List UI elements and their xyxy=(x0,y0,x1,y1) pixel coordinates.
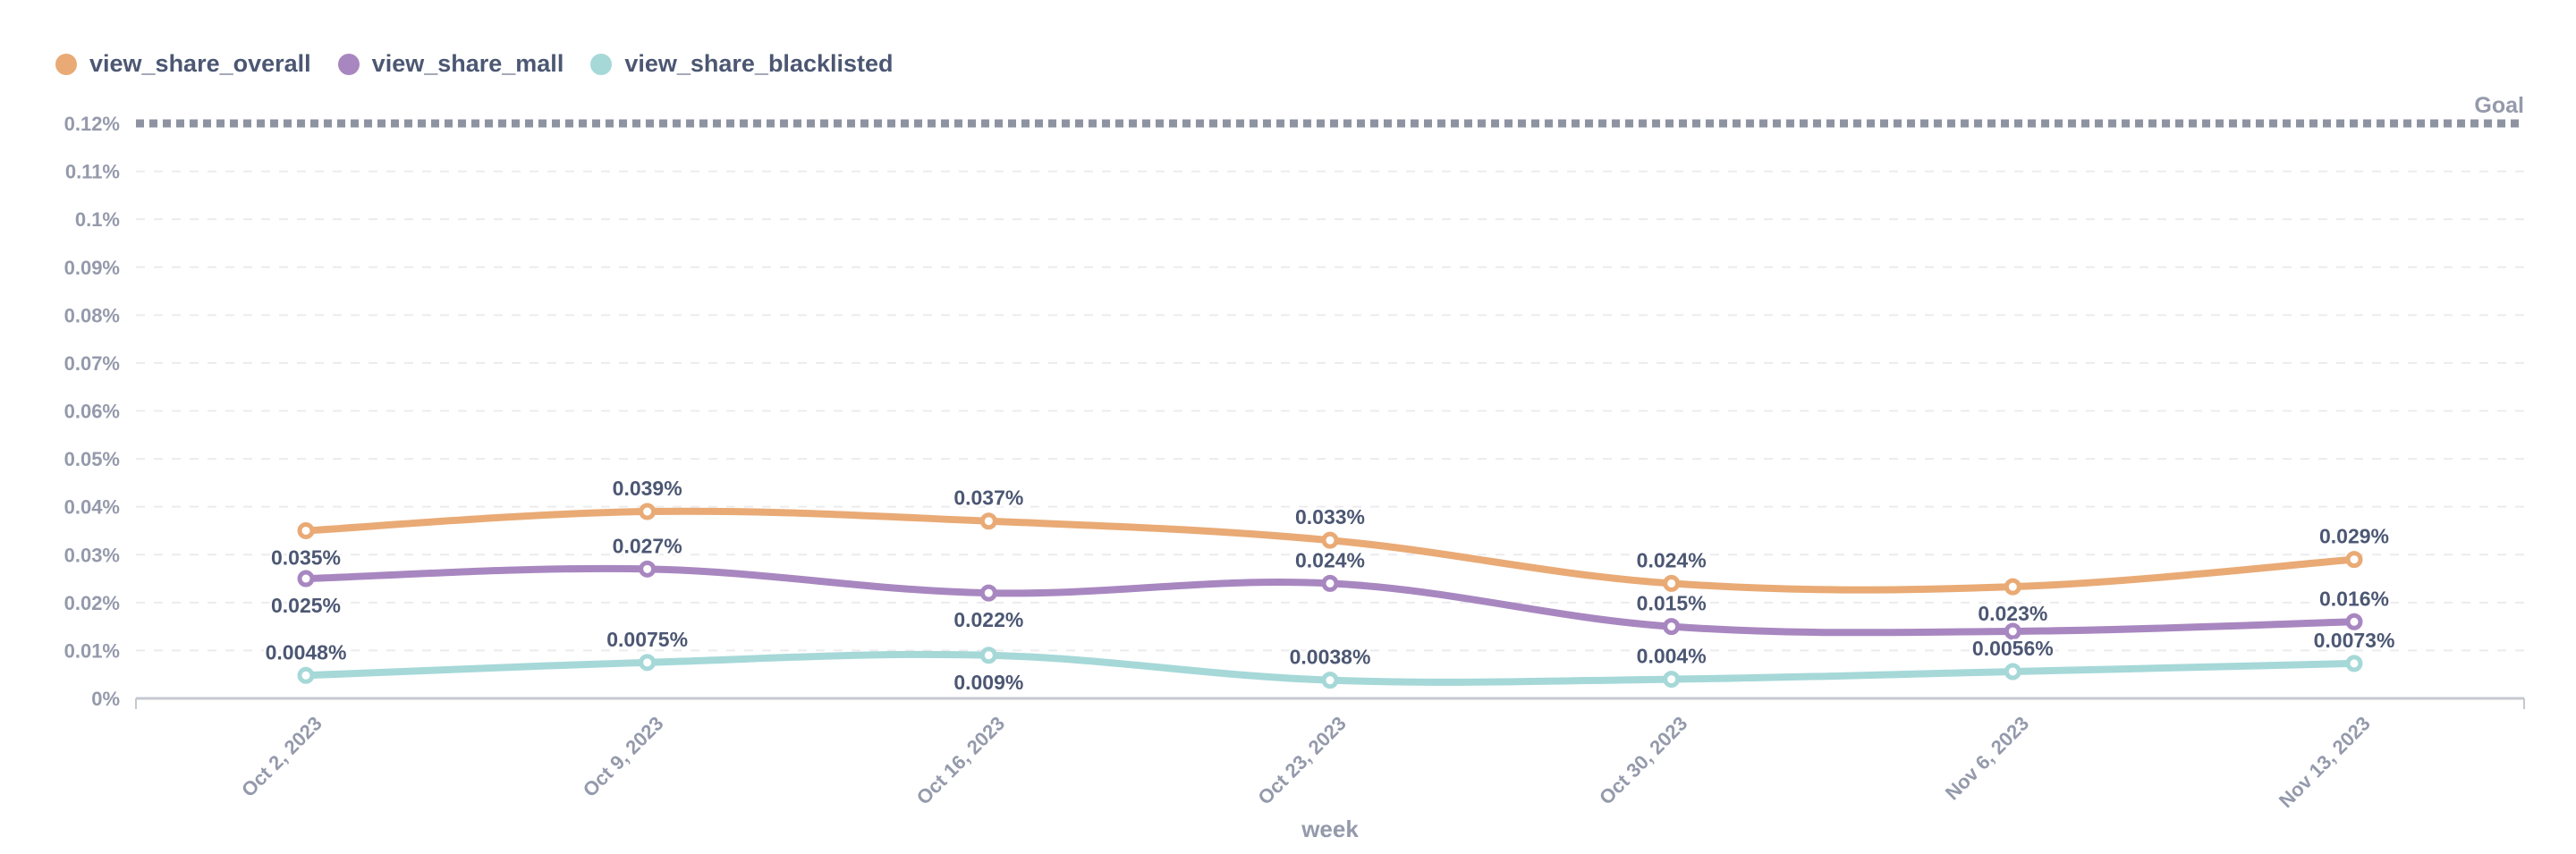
data-label: 0.0075% xyxy=(606,628,688,651)
data-label: 0.029% xyxy=(2319,525,2389,548)
legend-item-blacklisted[interactable]: view_share_blacklisted xyxy=(590,50,894,78)
data-label: 0.024% xyxy=(1295,548,1365,571)
data-label: 0.022% xyxy=(953,608,1023,631)
data-label: 0.023% xyxy=(1978,602,2047,625)
legend-dot-icon xyxy=(337,53,360,75)
y-tick-label: 0.09% xyxy=(64,257,120,279)
data-label: 0.033% xyxy=(1295,505,1365,528)
y-tick-label: 0.06% xyxy=(64,401,120,423)
y-tick-label: 0.11% xyxy=(65,161,120,183)
data-label: 0.037% xyxy=(953,486,1023,510)
data-label: 0.027% xyxy=(613,534,682,557)
y-tick-label: 0.03% xyxy=(64,544,120,566)
x-tick-label: Oct 30, 2023 xyxy=(1595,712,1691,808)
data-point xyxy=(1321,531,1339,549)
x-tick-label: Oct 16, 2023 xyxy=(912,712,1009,808)
legend-dot-icon xyxy=(590,53,613,75)
legend-dot-icon xyxy=(55,53,77,75)
x-axis-label: week xyxy=(1301,816,1359,842)
goal-label: Goal xyxy=(2474,93,2524,118)
y-tick-label: 0.12% xyxy=(64,113,120,135)
legend-label: view_share_blacklisted xyxy=(624,50,894,77)
data-label: 0.0073% xyxy=(2314,629,2395,652)
x-tick-label: Oct 2, 2023 xyxy=(237,712,326,801)
data-point xyxy=(1321,574,1339,592)
data-point xyxy=(297,666,315,684)
data-label: 0.015% xyxy=(1637,592,1707,615)
data-point xyxy=(1321,672,1339,689)
data-label: 0.039% xyxy=(613,477,682,500)
y-tick-label: 0.07% xyxy=(64,352,120,375)
data-label: 0.024% xyxy=(1637,548,1707,571)
y-tick-label: 0.1% xyxy=(75,208,120,231)
data-point xyxy=(979,512,997,530)
data-point xyxy=(297,570,315,588)
data-label: 0.016% xyxy=(2319,587,2389,610)
data-label: 0.009% xyxy=(953,671,1023,694)
data-point xyxy=(2345,613,2363,630)
data-point xyxy=(639,503,657,520)
legend: view_share_overall view_share_mall view_… xyxy=(55,50,894,78)
data-label: 0.035% xyxy=(271,545,341,569)
legend-item-mall[interactable]: view_share_mall xyxy=(337,50,564,78)
data-point xyxy=(639,654,657,672)
data-point xyxy=(2345,655,2363,672)
legend-label: view_share_mall xyxy=(371,50,564,77)
y-tick-label: 0.08% xyxy=(64,304,120,326)
y-tick-label: 0.01% xyxy=(64,639,120,662)
data-point xyxy=(2004,578,2021,596)
y-tick-label: 0.02% xyxy=(64,592,120,614)
x-tick-label: Nov 6, 2023 xyxy=(1941,712,2033,804)
data-label: 0.0056% xyxy=(1972,637,2054,660)
data-point xyxy=(979,647,997,664)
x-tick-label: Nov 13, 2023 xyxy=(2275,712,2375,812)
data-point xyxy=(1663,574,1681,592)
data-point xyxy=(979,584,997,602)
y-tick-label: 0.05% xyxy=(64,448,120,470)
data-point xyxy=(1663,671,1681,689)
data-label: 0.0048% xyxy=(266,640,347,664)
data-label: 0.025% xyxy=(271,594,341,617)
y-tick-label: 0% xyxy=(91,688,120,710)
x-tick-label: Oct 23, 2023 xyxy=(1253,712,1350,808)
legend-label: view_share_overall xyxy=(89,50,311,77)
data-label: 0.004% xyxy=(1637,645,1707,668)
data-point xyxy=(2345,551,2363,569)
data-point xyxy=(2004,622,2021,640)
data-point xyxy=(297,521,315,539)
data-point xyxy=(639,560,657,578)
data-label: 0.0038% xyxy=(1290,646,1371,669)
y-tick-label: 0.04% xyxy=(64,496,120,519)
data-point xyxy=(1663,618,1681,636)
legend-item-overall[interactable]: view_share_overall xyxy=(55,50,311,78)
x-tick-label: Oct 9, 2023 xyxy=(579,712,668,801)
data-point xyxy=(2004,663,2021,681)
